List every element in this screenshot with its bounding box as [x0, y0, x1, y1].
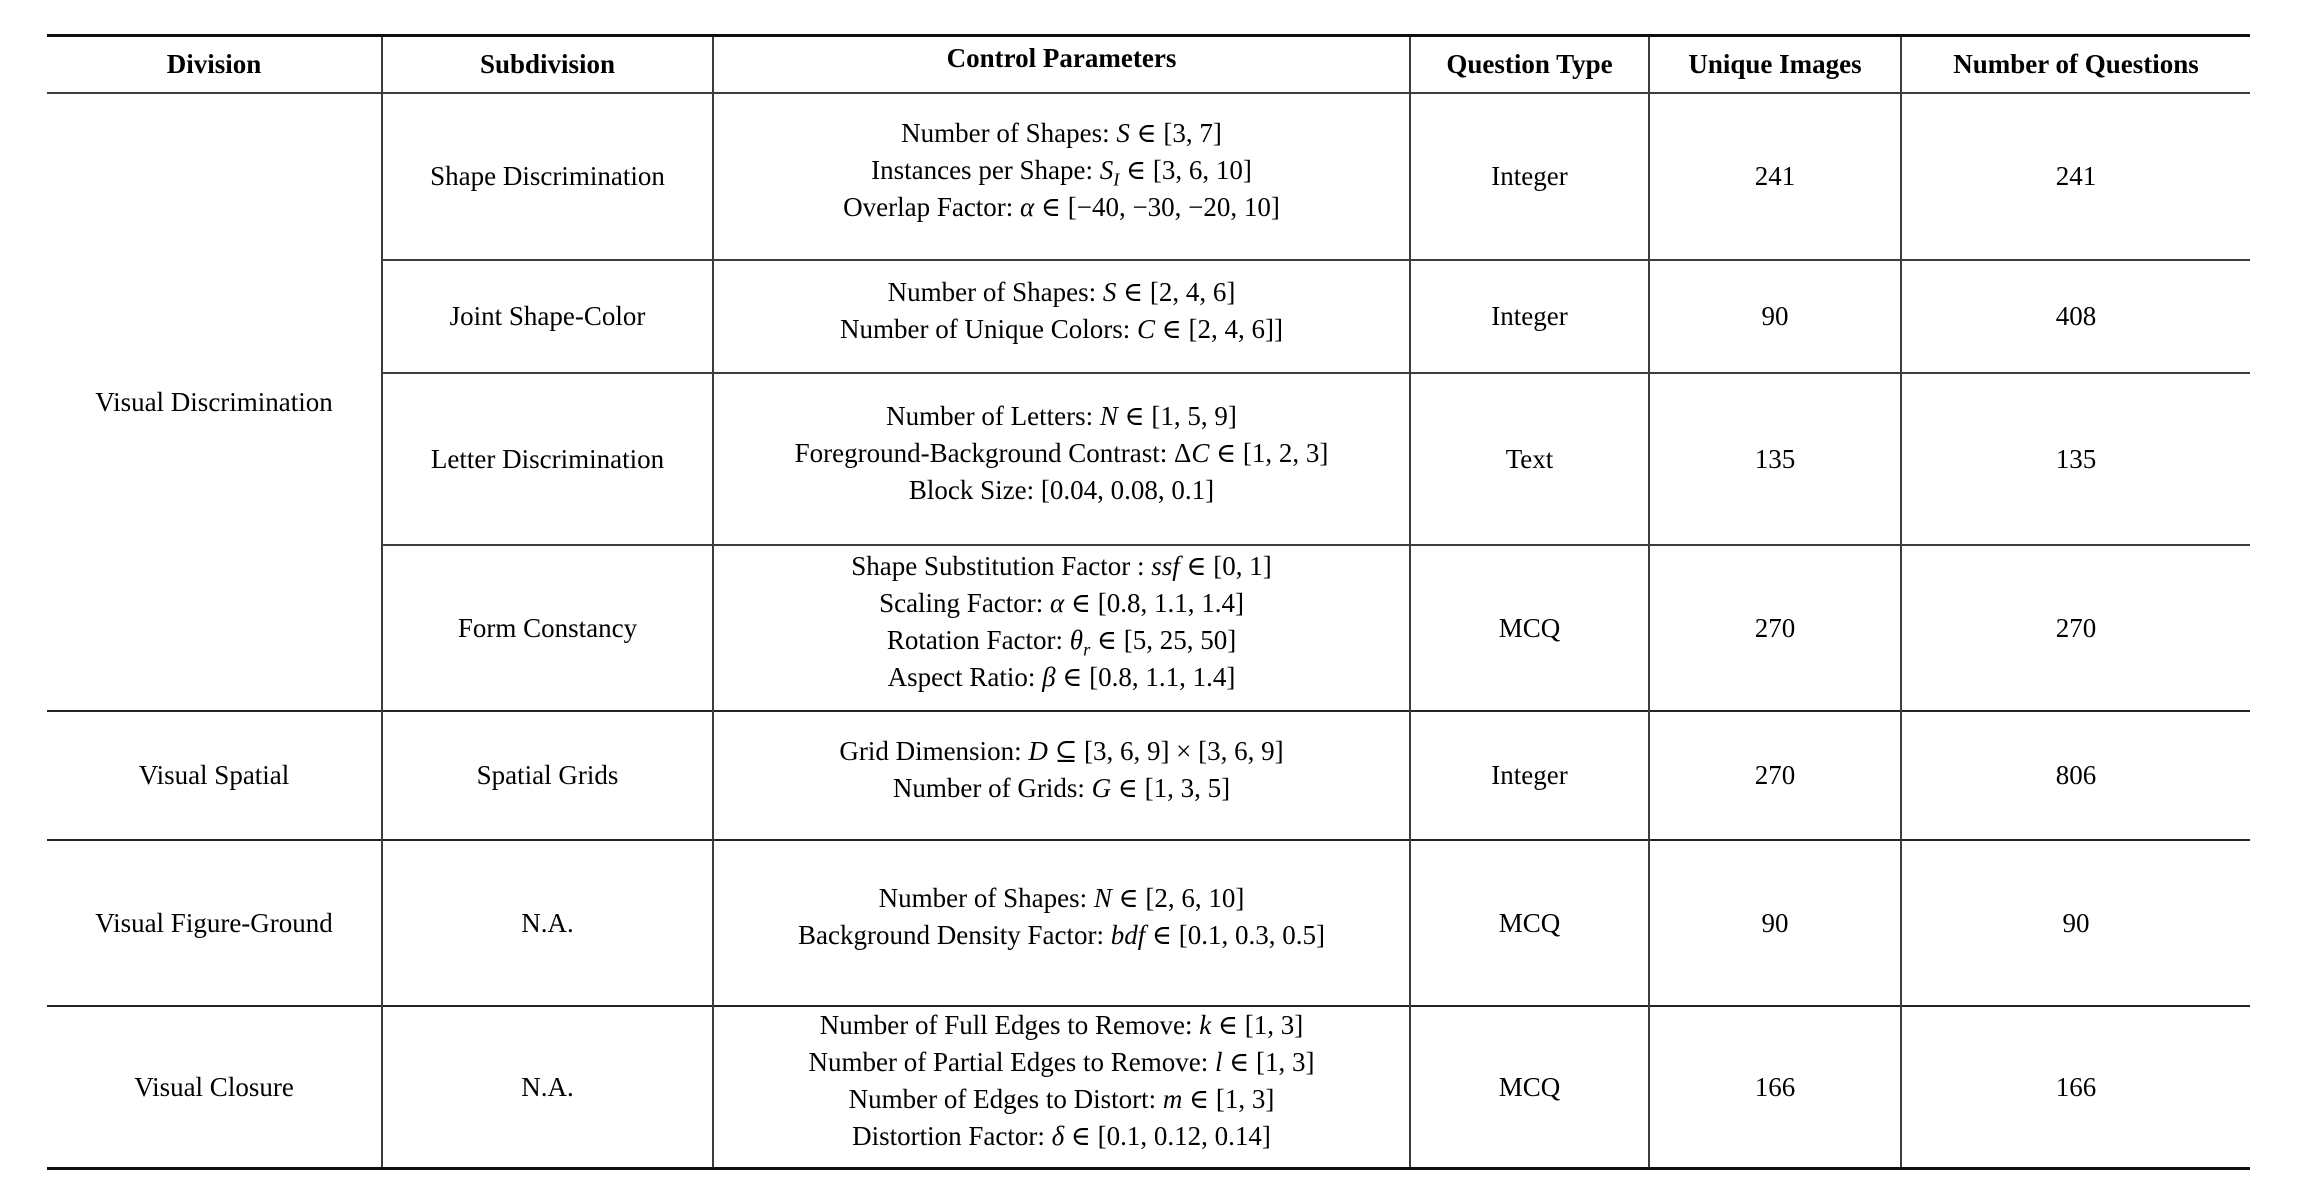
param-line: Instances per Shape: SI ∈ [3, 6, 10] — [871, 155, 1252, 190]
param-line: Shape Substitution Factor : ssf ∈ [0, 1] — [851, 551, 1272, 581]
table-header: Division Subdivision Control Parameters … — [47, 35, 2250, 94]
control-parameters-cell: Shape Substitution Factor : ssf ∈ [0, 1]… — [712, 544, 1410, 711]
col-header-question-type: Question Type — [1409, 35, 1649, 94]
number-of-questions-cell: 166 — [1900, 1005, 2250, 1170]
question-type-cell: Text — [1409, 372, 1649, 545]
question-type-cell: Integer — [1409, 259, 1649, 373]
unique-images-cell: 90 — [1648, 839, 1901, 1006]
division-cell: Visual Figure-Ground — [47, 839, 382, 1006]
param-line: Number of Shapes: S ∈ [2, 4, 6] — [887, 276, 1236, 307]
param-line: Background Density Factor: bdf ∈ [0.1, 0… — [798, 920, 1325, 950]
header-row: Division Subdivision Control Parameters … — [47, 35, 2250, 94]
param-line: Rotation Factor: θr ∈ [5, 25, 50] — [886, 625, 1237, 660]
subdivision-cell: Letter Discrimination — [381, 372, 713, 545]
param-line: Overlap Factor: α ∈ [−40, −30, −20, 10] — [843, 192, 1280, 222]
col-header-unique-images: Unique Images — [1648, 35, 1901, 94]
subdivision-cell: N.A. — [381, 839, 713, 1006]
param-line: Number of Partial Edges to Remove: l ∈ [… — [808, 1047, 1315, 1077]
number-of-questions-cell: 270 — [1900, 544, 2250, 711]
subdivision-cell: N.A. — [381, 1005, 713, 1170]
table-row-joint-shape-color: Joint Shape-Color Number of Shapes: S ∈ … — [47, 259, 2250, 373]
param-line: Foreground-Background Contrast: ΔC ∈ [1,… — [794, 437, 1329, 468]
unique-images-cell: 270 — [1648, 710, 1901, 840]
unique-images-cell: 135 — [1648, 372, 1901, 545]
question-type-cell: Integer — [1409, 710, 1649, 840]
param-line: Number of Full Edges to Remove: k ∈ [1, … — [819, 1010, 1304, 1040]
number-of-questions-cell: 806 — [1900, 710, 2250, 840]
col-header-subdivision: Subdivision — [381, 35, 713, 94]
control-parameters-cell: Number of Shapes: S ∈ [2, 4, 6] Number o… — [712, 259, 1410, 373]
table-body: Visual Discrimination Shape Discriminati… — [47, 93, 2250, 1170]
param-line: Number of Edges to Distort: m ∈ [1, 3] — [848, 1084, 1275, 1114]
control-parameters-cell: Number of Letters: N ∈ [1, 5, 9] Foregro… — [712, 372, 1410, 545]
table-row-shape-discrimination: Visual Discrimination Shape Discriminati… — [47, 93, 2250, 417]
table-row-visual-spatial: Visual Spatial Spatial Grids Grid Dimens… — [47, 710, 2250, 840]
control-parameters-cell: Grid Dimension: D ⊆ [3, 6, 9] × [3, 6, 9… — [712, 710, 1410, 840]
param-line: Number of Letters: N ∈ [1, 5, 9] — [886, 400, 1237, 431]
param-line: Number of Shapes: N ∈ [2, 6, 10] — [878, 883, 1245, 913]
param-line: Scaling Factor: α ∈ [0.8, 1.1, 1.4] — [879, 588, 1244, 618]
subdivision-cell: Shape Discrimination — [381, 93, 713, 260]
division-cell: Visual Discrimination — [95, 386, 333, 417]
number-of-questions-cell: 241 — [1900, 93, 2250, 260]
col-header-division: Division — [47, 35, 382, 94]
table-row-letter-discrimination: Letter Discrimination Number of Letters:… — [47, 372, 2250, 545]
question-type-cell: MCQ — [1409, 544, 1649, 711]
question-type-cell: MCQ — [1409, 839, 1649, 1006]
subdivision-cell: Spatial Grids — [381, 710, 713, 840]
control-parameters-cell: Number of Full Edges to Remove: k ∈ [1, … — [712, 1005, 1410, 1170]
number-of-questions-cell: 90 — [1900, 839, 2250, 1006]
param-line: Block Size: [0.04, 0.08, 0.1] — [908, 474, 1215, 505]
unique-images-cell: 90 — [1648, 259, 1901, 373]
division-cell: Visual Closure — [47, 1005, 382, 1170]
col-header-control-parameters: Control Parameters — [712, 35, 1410, 94]
param-line: Number of Shapes: S ∈ [3, 7] — [901, 118, 1222, 148]
subdivision-cell: Joint Shape-Color — [381, 259, 713, 373]
col-header-number-of-questions: Number of Questions — [1900, 35, 2250, 94]
control-parameters-cell: Number of Shapes: N ∈ [2, 6, 10] Backgro… — [712, 839, 1410, 1006]
param-line: Aspect Ratio: β ∈ [0.8, 1.1, 1.4] — [887, 662, 1236, 692]
param-line: Number of Unique Colors: C ∈ [2, 4, 6]] — [840, 313, 1283, 344]
control-parameters-cell: Number of Shapes: S ∈ [3, 7] Instances p… — [712, 93, 1410, 260]
table-row-form-constancy: Form Constancy Shape Substitution Factor… — [47, 544, 2250, 711]
unique-images-cell: 241 — [1648, 93, 1901, 260]
division-cell: Visual Spatial — [47, 710, 382, 840]
table-row-visual-closure: Visual Closure N.A. Number of Full Edges… — [47, 1005, 2250, 1170]
param-line: Distortion Factor: δ ∈ [0.1, 0.12, 0.14] — [852, 1121, 1271, 1151]
question-type-cell: Integer — [1409, 93, 1649, 260]
number-of-questions-cell: 408 — [1900, 259, 2250, 373]
subdivision-cell: Form Constancy — [381, 544, 713, 711]
benchmark-table: Division Subdivision Control Parameters … — [47, 34, 2250, 1170]
param-line: Number of Grids: G ∈ [1, 3, 5] — [892, 772, 1231, 803]
number-of-questions-cell: 135 — [1900, 372, 2250, 545]
table-row-visual-figure-ground: Visual Figure-Ground N.A. Number of Shap… — [47, 839, 2250, 1006]
unique-images-cell: 166 — [1648, 1005, 1901, 1170]
unique-images-cell: 270 — [1648, 544, 1901, 711]
question-type-cell: MCQ — [1409, 1005, 1649, 1170]
param-line: Grid Dimension: D ⊆ [3, 6, 9] × [3, 6, 9… — [839, 735, 1284, 766]
